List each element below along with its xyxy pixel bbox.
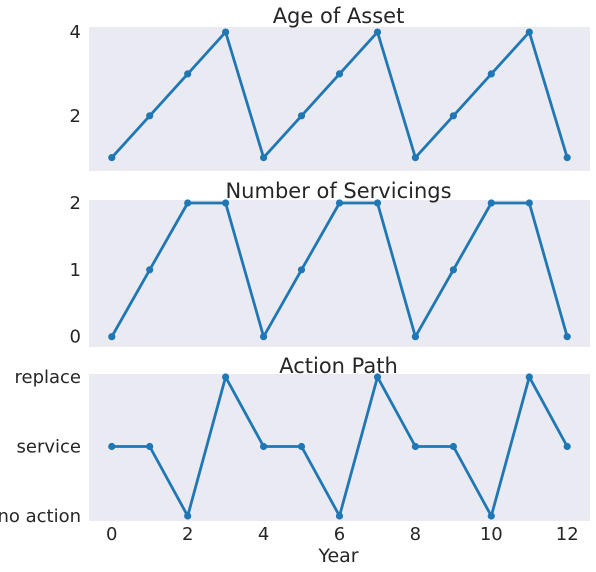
- data-point-1-5: [297, 112, 306, 120]
- data-point-1-11: [525, 28, 533, 36]
- data-point-2-0: [108, 333, 116, 341]
- plot-area-2: [89, 200, 590, 347]
- x-tick-label-6: 6: [334, 524, 345, 545]
- chart-title-3: Action Path: [279, 354, 398, 378]
- y-tick-label-3-2: service: [17, 437, 81, 458]
- data-point-2-11: [525, 199, 533, 207]
- data-point-1-0: [108, 154, 116, 162]
- data-point-1-10: [487, 70, 495, 78]
- data-point-2-2: [184, 199, 192, 207]
- data-point-3-3: [222, 373, 230, 381]
- chart-title-2: Number of Servicings: [225, 179, 451, 203]
- x-tick-label-12: 12: [556, 524, 579, 545]
- plot-area-3: [89, 374, 590, 521]
- data-point-3-7: [373, 373, 382, 381]
- data-point-1-7: [373, 28, 382, 36]
- data-point-3-1: [146, 442, 154, 451]
- data-point-1-1: [146, 112, 154, 120]
- data-point-1-3: [222, 28, 230, 36]
- y-tick-label-1-1: 2: [70, 106, 81, 127]
- data-point-3-6: [335, 512, 344, 520]
- y-tick-label-2-2: 1: [70, 260, 81, 281]
- y-tick-label-2-3: 2: [70, 193, 81, 214]
- data-point-1-4: [260, 154, 268, 162]
- data-point-2-6: [335, 199, 344, 207]
- y-tick-label-3-3: replace: [14, 367, 81, 388]
- data-point-2-4: [260, 333, 268, 341]
- plot-area-1: [89, 27, 590, 171]
- data-point-1-9: [449, 112, 457, 120]
- x-tick-label-8: 8: [410, 524, 421, 545]
- data-point-3-9: [449, 442, 457, 451]
- data-point-2-12: [563, 333, 571, 341]
- data-point-3-11: [525, 373, 533, 381]
- data-point-3-4: [260, 442, 268, 451]
- x-axis-label: Year: [317, 545, 358, 567]
- data-point-3-12: [563, 442, 571, 451]
- data-point-1-2: [184, 70, 192, 78]
- data-point-1-6: [335, 70, 344, 78]
- x-tick-label-4: 4: [258, 524, 269, 545]
- data-point-3-10: [487, 512, 495, 520]
- x-tick-label-10: 10: [480, 524, 503, 545]
- data-point-2-8: [411, 333, 419, 341]
- y-tick-label-2-1: 0: [70, 327, 81, 348]
- data-point-3-8: [411, 442, 419, 451]
- data-point-3-2: [184, 512, 192, 520]
- data-point-2-9: [449, 266, 457, 274]
- y-tick-label-1-2: 4: [70, 22, 81, 43]
- x-tick-label-0: 0: [106, 524, 117, 545]
- data-point-2-1: [146, 266, 154, 274]
- data-point-3-5: [297, 442, 306, 451]
- data-point-3-0: [108, 442, 116, 451]
- data-point-2-3: [222, 199, 230, 207]
- x-tick-label-2: 2: [182, 524, 193, 545]
- data-point-2-7: [373, 199, 382, 207]
- data-point-1-8: [411, 154, 419, 162]
- data-point-2-5: [297, 266, 306, 274]
- chart-title-1: Age of Asset: [273, 4, 405, 28]
- data-point-1-12: [563, 154, 571, 162]
- data-point-2-10: [487, 199, 495, 207]
- y-tick-label-3-1: no action: [0, 506, 81, 527]
